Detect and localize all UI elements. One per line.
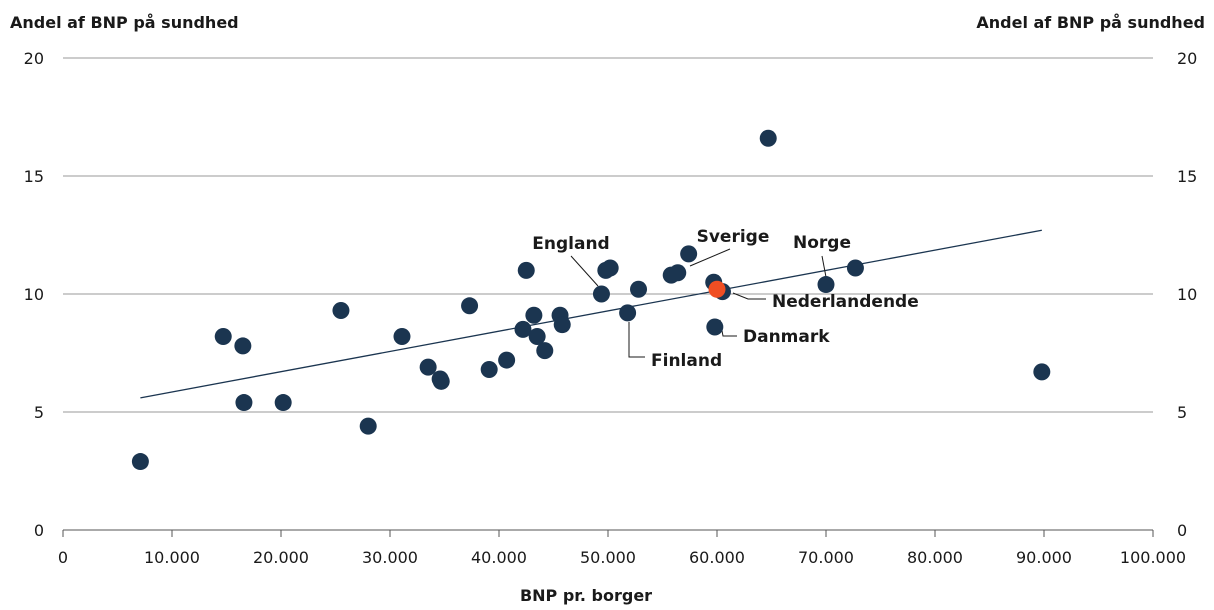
y-tick-label-left: 5 (34, 403, 44, 422)
data-point (592, 285, 610, 303)
left-y-tick-labels: 0 5 10 15 20 (24, 49, 44, 540)
data-point (235, 394, 253, 412)
point-label: Danmark (743, 327, 830, 347)
data-point (536, 342, 554, 360)
data-point (514, 320, 532, 338)
data-point (498, 351, 516, 369)
x-tick-label: 0 (58, 548, 68, 567)
data-point (359, 417, 377, 435)
y-tick-label-right: 15 (1177, 167, 1197, 186)
y-tick-label-right: 10 (1177, 285, 1197, 304)
data-point (214, 327, 232, 345)
data-point (630, 280, 648, 298)
data-point (525, 306, 543, 324)
x-tick-label: 70.000 (798, 548, 854, 567)
y-tick-label-right: 0 (1177, 521, 1187, 540)
y-tick-label-left: 10 (24, 285, 44, 304)
data-point (332, 302, 350, 320)
right-y-tick-labels: 0 5 10 15 20 (1177, 49, 1197, 540)
x-tick-label: 10.000 (144, 548, 200, 567)
data-point (759, 129, 777, 147)
trendline (140, 229, 1042, 399)
data-point (131, 453, 149, 471)
leader-line (821, 255, 827, 278)
point-labels: England Finland Sverige Danmark Norge Nederla… (532, 227, 918, 371)
x-tick-label: 100.000 (1120, 548, 1186, 567)
point-label: Nederlandende (772, 292, 919, 312)
data-point (480, 361, 498, 379)
right-y-axis-title: Andel af BNP på sundhed (976, 13, 1205, 32)
data-point (669, 264, 687, 282)
x-ticks: 0 10.000 20.000 30.000 40.000 50.000 60.000 70.… (58, 530, 1186, 567)
data-point (393, 327, 411, 345)
gridlines (63, 57, 1153, 413)
data-point (846, 259, 864, 277)
data-point (432, 372, 450, 390)
leader-line (570, 255, 599, 287)
data-point (274, 394, 292, 412)
data-point (234, 337, 252, 355)
data-point (419, 358, 437, 376)
data-point (528, 327, 546, 345)
data-point (1033, 363, 1051, 381)
data-point (680, 245, 698, 263)
x-tick-label: 80.000 (907, 548, 963, 567)
data-point (706, 318, 724, 336)
left-y-axis-title: Andel af BNP på sundhed (10, 13, 239, 32)
y-tick-label-left: 0 (34, 521, 44, 540)
x-tick-label: 20.000 (253, 548, 309, 567)
point-label: Finland (651, 351, 722, 371)
leader-line (689, 248, 731, 267)
data-point (553, 316, 571, 334)
label-leader-lines (570, 248, 827, 358)
x-tick-label: 60.000 (689, 548, 745, 567)
data-point (817, 276, 835, 294)
y-tick-label-left: 15 (24, 167, 44, 186)
point-label: England (532, 234, 609, 254)
data-point (461, 297, 479, 315)
y-tick-label-left: 20 (24, 49, 44, 68)
leader-line (732, 292, 766, 300)
x-tick-label: 90.000 (1016, 548, 1072, 567)
data-point (619, 304, 637, 322)
highlight-point (708, 280, 726, 298)
x-tick-label: 30.000 (362, 548, 418, 567)
point-label: Norge (793, 233, 851, 253)
data-point (517, 261, 535, 279)
leader-line (628, 322, 645, 358)
data-points (131, 129, 1051, 471)
x-axis-title: BNP pr. borger (520, 586, 652, 605)
point-label: Sverige (697, 227, 770, 247)
y-tick-label-right: 20 (1177, 49, 1197, 68)
x-tick-label: 40.000 (471, 548, 527, 567)
data-point (601, 259, 619, 277)
y-tick-label-right: 5 (1177, 403, 1187, 422)
x-tick-label: 50.000 (580, 548, 636, 567)
